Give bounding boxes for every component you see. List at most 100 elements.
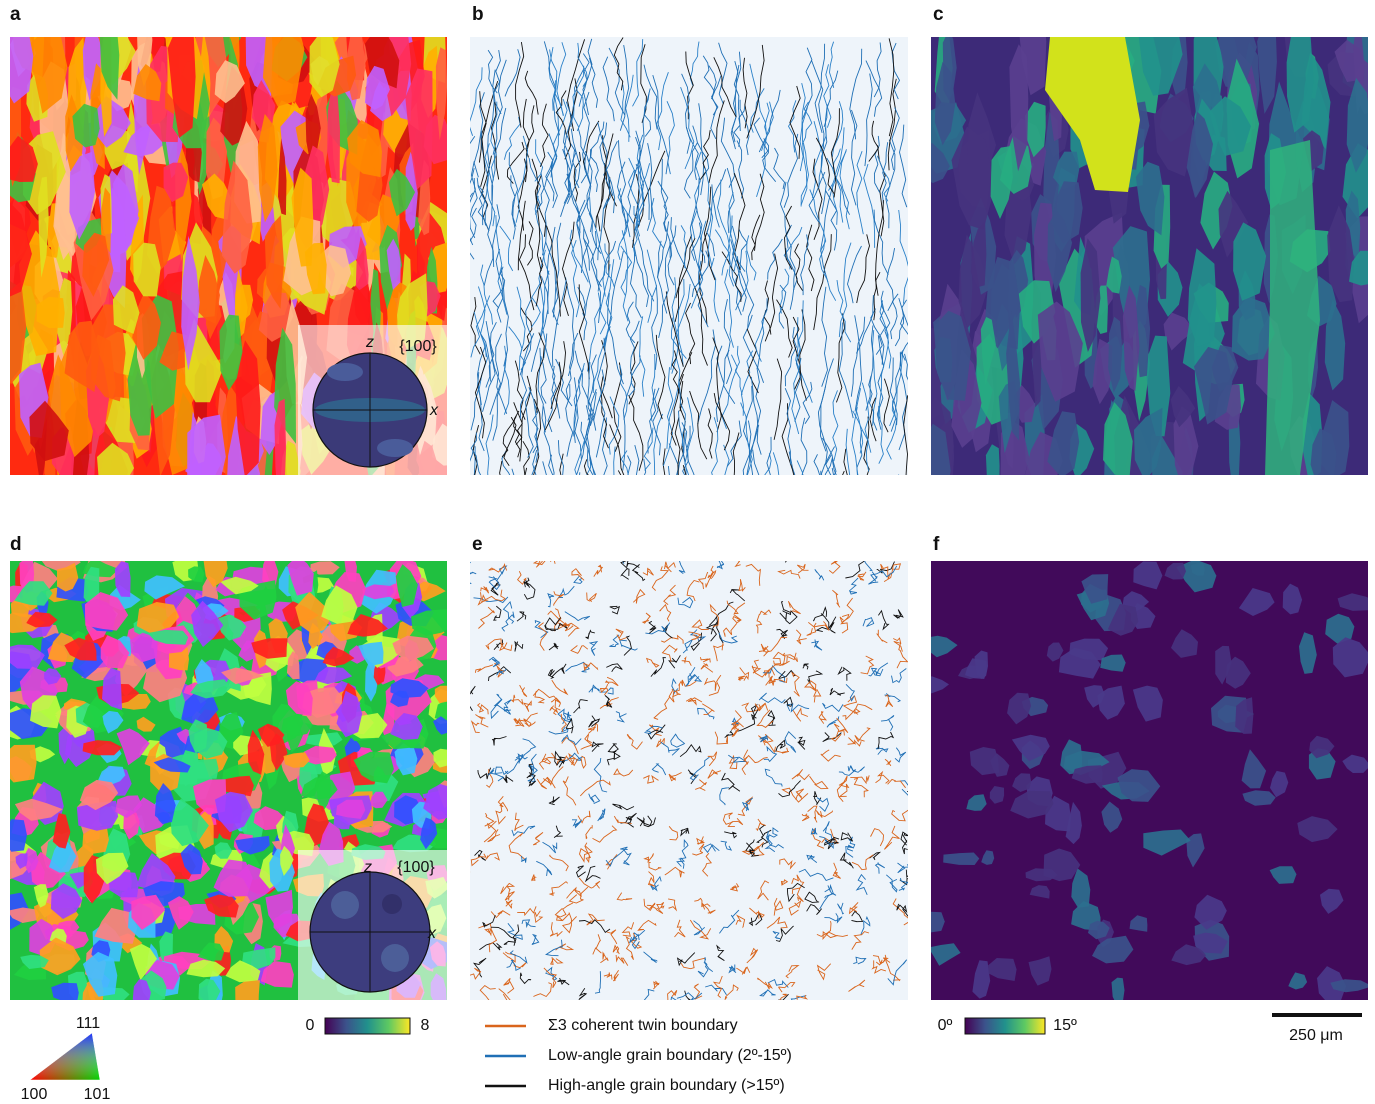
- boundary: [778, 669, 797, 680]
- boundary: [831, 467, 834, 475]
- grain: [966, 794, 987, 811]
- boundary: [743, 754, 768, 764]
- grain: [434, 685, 447, 704]
- grain: [1065, 801, 1082, 845]
- grain: [100, 635, 130, 669]
- boundary: [538, 249, 546, 336]
- boundary: [519, 375, 532, 462]
- boundary: [492, 605, 502, 621]
- grain: [220, 576, 259, 595]
- boundary: [545, 966, 558, 981]
- boundary: [736, 140, 745, 199]
- grain: [133, 797, 172, 834]
- boundary: [749, 907, 765, 919]
- grain: [247, 729, 265, 775]
- grain: [1060, 739, 1083, 775]
- boundary: [579, 779, 611, 797]
- grain: [235, 980, 260, 1000]
- grain: [369, 791, 388, 809]
- boundary: [606, 743, 619, 766]
- boundary: [554, 902, 574, 918]
- boundary: [588, 684, 600, 693]
- boundary: [847, 245, 862, 304]
- boundary: [734, 345, 743, 395]
- grain: [988, 958, 1017, 981]
- boundary: [516, 286, 526, 371]
- micrograph: [931, 561, 1368, 1000]
- grain: [1006, 310, 1020, 441]
- boundary: [731, 720, 744, 738]
- grain: [144, 575, 185, 600]
- boundary: [642, 567, 654, 576]
- boundary: [572, 362, 585, 437]
- boundary: [813, 234, 832, 331]
- boundary: [477, 767, 492, 780]
- grain: [235, 340, 261, 475]
- boundary: [547, 610, 568, 626]
- boundary: [732, 432, 740, 475]
- boundary: [668, 898, 678, 912]
- boundary: [840, 832, 854, 842]
- boundary: [551, 663, 567, 678]
- panel-label: d: [10, 534, 22, 555]
- boundary: [803, 680, 817, 697]
- boundary: [708, 674, 722, 696]
- boundary: [860, 915, 871, 936]
- colorbar-bar: [964, 1017, 1046, 1035]
- boundary: [574, 350, 593, 421]
- grain: [1037, 301, 1083, 402]
- boundary: [549, 49, 564, 117]
- boundary: [599, 697, 619, 709]
- grain: [136, 853, 176, 891]
- grain: [1193, 932, 1228, 954]
- boundary: [514, 753, 528, 764]
- boundary: [576, 90, 584, 132]
- boundary: [750, 367, 762, 455]
- ipf-label: 100: [21, 1086, 48, 1103]
- boundary: [712, 337, 722, 433]
- panel-label: e: [472, 534, 483, 555]
- boundary: [888, 38, 895, 137]
- boundary: [531, 282, 541, 328]
- grain: [1163, 312, 1195, 351]
- boundary: [791, 671, 800, 697]
- grain: [1007, 692, 1031, 725]
- boundary: [887, 778, 906, 789]
- boundary: [573, 699, 588, 714]
- boundary: [904, 353, 908, 381]
- boundary: [477, 184, 487, 226]
- boundary: [801, 813, 810, 822]
- boundary: [784, 730, 797, 753]
- grain: [132, 979, 151, 1000]
- boundary: [570, 645, 589, 654]
- boundary: [832, 390, 839, 462]
- boundary: [656, 221, 670, 278]
- boundary: [657, 180, 669, 232]
- boundary: [824, 838, 836, 846]
- boundary: [789, 85, 801, 159]
- boundary: [678, 382, 686, 447]
- boundary: [528, 772, 536, 787]
- boundary: [797, 736, 806, 750]
- boundary: [588, 121, 605, 163]
- boundary: [829, 41, 835, 88]
- boundary: [652, 387, 661, 456]
- boundary: [518, 234, 535, 311]
- grain: [251, 638, 288, 659]
- boundary: [514, 812, 524, 831]
- boundary: [853, 777, 869, 798]
- grain: [1047, 210, 1073, 293]
- boundary: [474, 664, 494, 673]
- boundary: [703, 957, 714, 973]
- grain: [38, 176, 49, 278]
- boundary: [508, 832, 525, 860]
- boundary: [707, 751, 718, 767]
- boundary: [495, 333, 508, 414]
- grain: [225, 960, 261, 983]
- boundary: [703, 677, 717, 691]
- boundary: [767, 238, 783, 280]
- boundary: [828, 148, 841, 191]
- boundary: [850, 316, 866, 397]
- boundary: [772, 651, 786, 665]
- grain: [253, 806, 285, 831]
